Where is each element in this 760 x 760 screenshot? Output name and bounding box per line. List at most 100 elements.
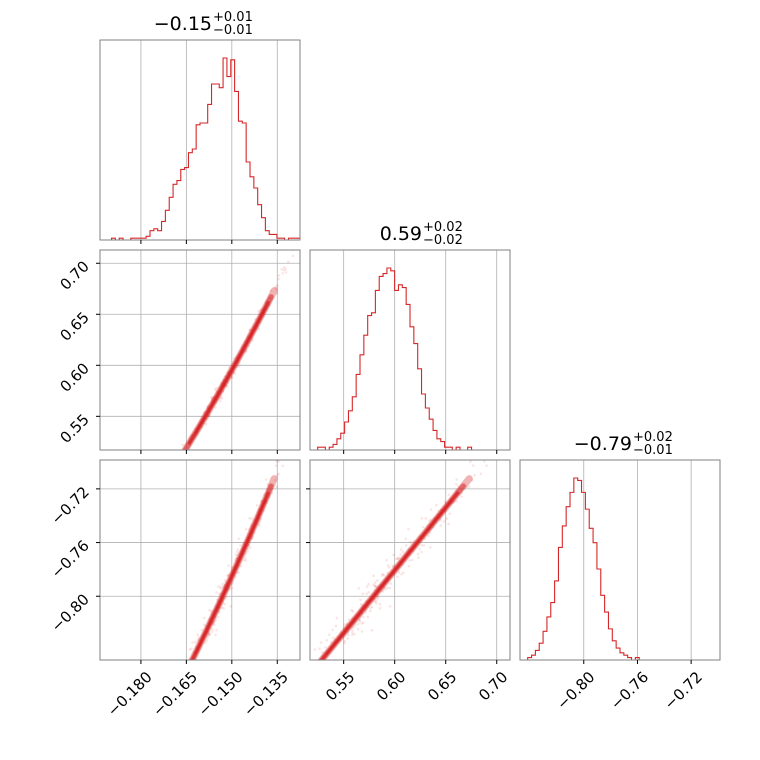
sample-point (367, 582, 370, 586)
sample-point (244, 552, 247, 556)
sample-point (343, 641, 346, 645)
sample-point (281, 272, 285, 275)
x-tick-label: 0.55 (322, 668, 358, 704)
sample-point (236, 548, 240, 551)
sample-point (275, 485, 279, 489)
sample-point (361, 592, 365, 596)
panel-0-0 (99, 39, 301, 244)
sample-point (291, 254, 295, 258)
sample-point (275, 291, 279, 295)
sample-point (212, 623, 216, 627)
sample-point (401, 550, 405, 554)
svg-text:−0.79: −0.79 (574, 433, 632, 455)
sample-point (351, 610, 355, 613)
sample-point (313, 648, 317, 651)
sample-point (519, 433, 522, 436)
sample-point (455, 499, 458, 503)
sample-point (378, 602, 382, 606)
sample-point (215, 386, 218, 390)
sample-point (374, 585, 377, 589)
svg-text:−0.135: −0.135 (240, 668, 292, 720)
sample-point (447, 493, 451, 497)
sample-point (269, 289, 273, 292)
sample-point (181, 443, 184, 447)
sample-point (221, 582, 224, 586)
contour-band (194, 307, 266, 434)
panel-title: 0.59 +0.02−0.02 (380, 220, 463, 248)
sample-point (358, 618, 361, 622)
sample-point (366, 615, 370, 619)
sample-point (335, 616, 339, 620)
y-tick-label: 0.60 (56, 359, 92, 395)
svg-text:−0.165: −0.165 (149, 668, 201, 720)
x-tick-label: 0.60 (373, 668, 409, 704)
x-tick-label: 0.65 (424, 668, 460, 704)
sample-point (295, 433, 298, 436)
sample-point (197, 636, 200, 640)
sample-point (418, 547, 421, 551)
panel-title: −0.79 +0.02−0.01 (574, 430, 673, 458)
sample-point (385, 586, 389, 590)
sample-point (196, 638, 199, 642)
sample-point (205, 639, 208, 643)
sample-point (244, 350, 248, 353)
panel-frame (309, 249, 511, 451)
sample-point (239, 564, 243, 568)
sample-point (385, 558, 388, 562)
sample-point (295, 246, 298, 249)
sample-point (208, 632, 211, 636)
y-tick-label: 0.65 (56, 308, 92, 344)
sample-point (356, 627, 360, 631)
sample-point (275, 286, 279, 290)
sample-point (408, 558, 411, 562)
sample-point (219, 399, 222, 403)
sample-point (378, 607, 382, 610)
sample-point (281, 464, 285, 468)
sample-point (183, 453, 186, 456)
sample-point (327, 633, 331, 636)
sample-point (213, 388, 217, 391)
sample-point (491, 431, 494, 434)
sample-point (219, 586, 222, 590)
svg-text:0.70: 0.70 (475, 668, 511, 704)
sample-point (400, 572, 403, 576)
sample-point (251, 339, 254, 342)
svg-text:−0.76: −0.76 (48, 537, 93, 582)
sample-point (242, 558, 246, 562)
sample-point (284, 455, 287, 458)
sample-point (372, 583, 376, 586)
sample-point (388, 586, 392, 590)
sample-point (351, 631, 354, 634)
sample-point (277, 274, 281, 277)
sample-point (367, 591, 371, 594)
sample-point (334, 624, 338, 628)
sample-point (258, 520, 262, 523)
sample-point (309, 668, 312, 671)
sample-point (429, 518, 433, 522)
svg-text:+0.01: +0.01 (213, 10, 253, 25)
svg-text:+0.02: +0.02 (423, 220, 463, 235)
sample-point (370, 628, 374, 632)
sample-point (443, 500, 447, 503)
sample-point (287, 260, 290, 264)
sample-point (473, 473, 477, 477)
sample-point (274, 464, 278, 467)
sample-point (422, 525, 425, 529)
sample-point (153, 720, 156, 723)
sample-point (220, 606, 224, 609)
sample-point (226, 573, 230, 577)
sample-point (260, 517, 263, 521)
sample-point (215, 598, 219, 601)
sample-point (447, 522, 450, 526)
panel-frame (99, 249, 301, 451)
sample-point (388, 605, 392, 608)
sample-point (266, 482, 270, 486)
sample-point (237, 537, 241, 541)
sample-point (254, 318, 257, 321)
sample-point (392, 553, 395, 557)
sample-point (381, 590, 384, 593)
histogram-line (100, 57, 300, 240)
sample-point (407, 564, 411, 568)
sample-point (183, 451, 186, 454)
sample-point (351, 633, 354, 637)
